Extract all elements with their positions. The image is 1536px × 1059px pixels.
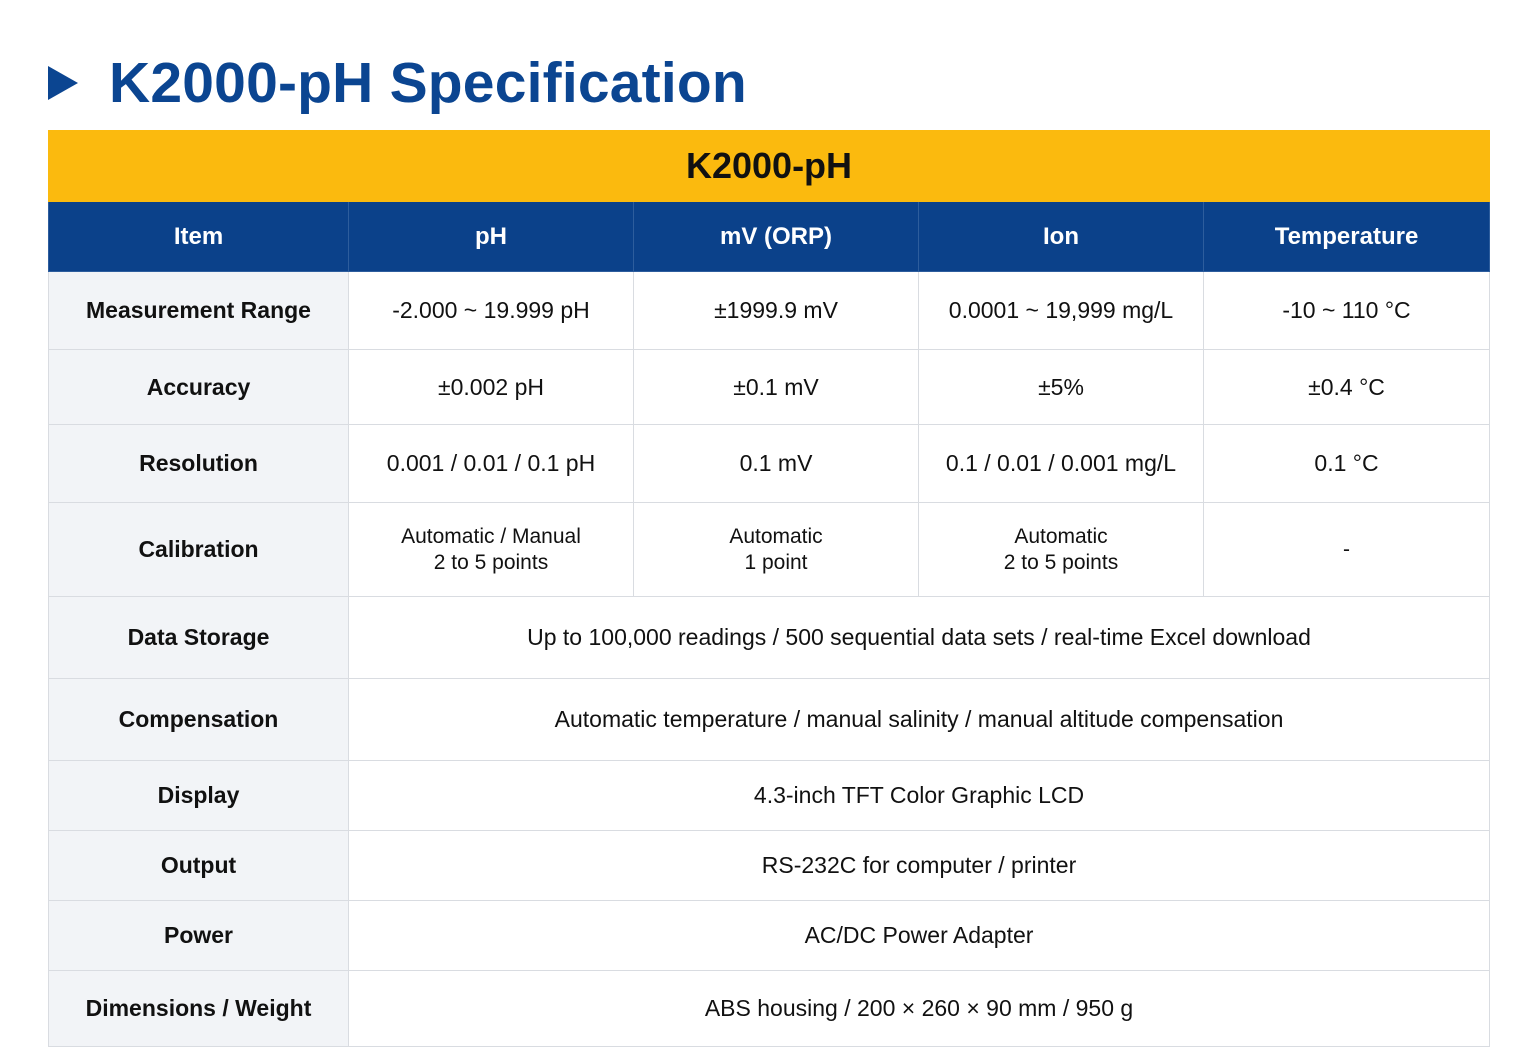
accuracy-ph: ±0.002 pH xyxy=(348,349,634,425)
dimensions-weight-value: ABS housing / 200 × 260 × 90 mm / 950 g xyxy=(347,970,1491,1047)
header-mv-orp: mV (ORP) xyxy=(633,201,919,272)
triangle-right-icon xyxy=(48,66,78,100)
power-value: AC/DC Power Adapter xyxy=(347,900,1491,971)
table-band-row: K2000-pH xyxy=(47,130,1491,202)
calibration-temperature: - xyxy=(1202,502,1491,597)
table-row: Display 4.3-inch TFT Color Graphic LCD xyxy=(48,760,1491,831)
compensation-value: Automatic temperature / manual salinity … xyxy=(347,678,1491,761)
calibration-ion-line-1: Automatic xyxy=(1014,524,1108,548)
data-storage-value: Up to 100,000 readings / 500 sequential … xyxy=(347,596,1491,679)
table-row: Compensation Automatic temperature / man… xyxy=(48,678,1491,761)
table-row: Output RS-232C for computer / printer xyxy=(48,830,1491,901)
table-row: Calibration Automatic / Manual 2 to 5 po… xyxy=(48,502,1491,597)
row-label-display: Display xyxy=(48,760,349,831)
table-header-row: Item pH mV (ORP) Ion Temperature xyxy=(48,201,1491,272)
accuracy-ion: ±5% xyxy=(918,349,1204,425)
measurement-range-ion: 0.0001 ~ 19,999 mg/L xyxy=(918,271,1204,350)
resolution-mv: 0.1 mV xyxy=(633,424,919,503)
calibration-mv-line-2: 1 point xyxy=(744,550,808,574)
measurement-range-temperature: -10 ~ 110 °C xyxy=(1202,271,1491,350)
calibration-ion: Automatic 2 to 5 points xyxy=(918,502,1204,597)
row-label-output: Output xyxy=(48,830,349,901)
table-row: Power AC/DC Power Adapter xyxy=(48,900,1491,971)
calibration-mv: Automatic 1 point xyxy=(633,502,919,597)
table-row: Measurement Range -2.000 ~ 19.999 pH ±19… xyxy=(48,271,1491,350)
calibration-ph-line-2: 2 to 5 points xyxy=(433,550,549,574)
table-row: Accuracy ±0.002 pH ±0.1 mV ±5% ±0.4 °C xyxy=(48,349,1491,425)
row-label-data-storage: Data Storage xyxy=(48,596,349,679)
resolution-ph: 0.001 / 0.01 / 0.1 pH xyxy=(348,424,634,503)
row-label-dimensions-weight: Dimensions / Weight xyxy=(48,970,349,1047)
measurement-range-ph: -2.000 ~ 19.999 pH xyxy=(348,271,634,350)
accuracy-temperature: ±0.4 °C xyxy=(1202,349,1491,425)
accuracy-mv: ±0.1 mV xyxy=(633,349,919,425)
row-label-measurement-range: Measurement Range xyxy=(48,271,349,350)
calibration-ph-line-1: Automatic / Manual xyxy=(401,524,581,548)
header-ion: Ion xyxy=(918,201,1204,272)
header-temperature: Temperature xyxy=(1202,201,1491,272)
table-row: Dimensions / Weight ABS housing / 200 × … xyxy=(48,970,1491,1047)
row-label-resolution: Resolution xyxy=(48,424,349,503)
specification-table: K2000-pH Item pH mV (ORP) Ion Temperatur… xyxy=(47,130,1491,1047)
row-label-power: Power xyxy=(48,900,349,971)
row-label-calibration: Calibration xyxy=(48,502,349,597)
resolution-ion: 0.1 / 0.01 / 0.001 mg/L xyxy=(918,424,1204,503)
row-label-compensation: Compensation xyxy=(48,678,349,761)
resolution-temperature: 0.1 °C xyxy=(1202,424,1491,503)
row-label-accuracy: Accuracy xyxy=(48,349,349,425)
header-ph: pH xyxy=(348,201,634,272)
table-row: Data Storage Up to 100,000 readings / 50… xyxy=(48,596,1491,679)
calibration-mv-line-1: Automatic xyxy=(729,524,823,548)
calibration-ion-line-2: 2 to 5 points xyxy=(1003,550,1119,574)
output-value: RS-232C for computer / printer xyxy=(347,830,1491,901)
page-title: K2000-pH Specification xyxy=(109,51,747,115)
calibration-ph: Automatic / Manual 2 to 5 points xyxy=(348,502,634,597)
page-title-row: K2000-pH Specification xyxy=(48,48,747,118)
table-band-title: K2000-pH xyxy=(47,130,1491,202)
header-item: Item xyxy=(48,201,349,272)
table-row: Resolution 0.001 / 0.01 / 0.1 pH 0.1 mV … xyxy=(48,424,1491,503)
measurement-range-mv: ±1999.9 mV xyxy=(633,271,919,350)
display-value: 4.3-inch TFT Color Graphic LCD xyxy=(347,760,1491,831)
